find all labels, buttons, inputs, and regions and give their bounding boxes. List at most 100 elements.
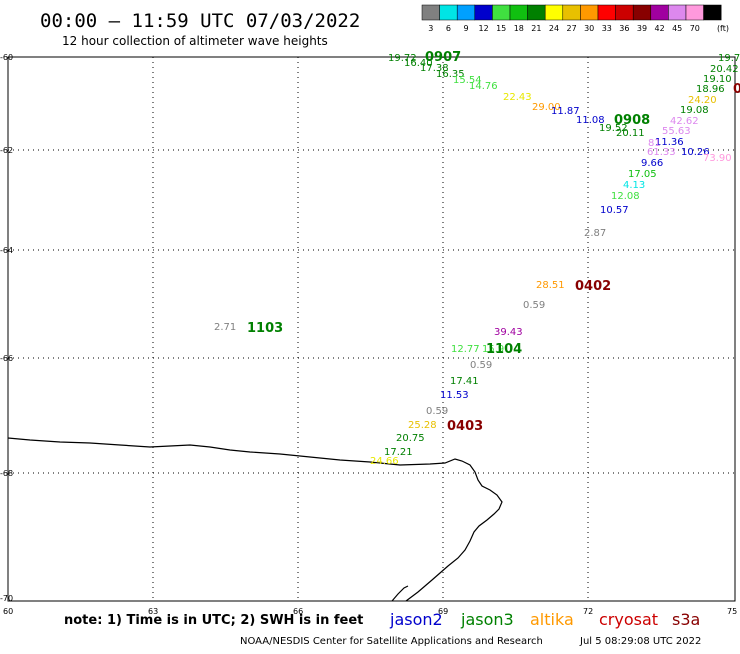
- wave-height-value: 2.87: [584, 228, 606, 239]
- scale-label: 42: [655, 24, 665, 33]
- wave-height-value: 10.26: [681, 147, 710, 158]
- scale-swatch: [421, 4, 440, 21]
- wave-height-value: 14.76: [469, 81, 498, 92]
- scale-label: 18: [514, 24, 524, 33]
- scale-label: 3: [428, 24, 433, 33]
- scale-label: 24: [549, 24, 559, 33]
- wave-height-value: 28.51: [536, 280, 565, 291]
- wave-height-value: 11.87: [551, 106, 580, 117]
- wave-height-value: 19.10: [703, 74, 732, 85]
- wave-height-value: 4.13: [623, 180, 645, 191]
- lat-label: -62: [0, 146, 13, 155]
- track-time-marker: 0403: [447, 419, 483, 434]
- wave-height-value: 55.63: [662, 126, 691, 137]
- wave-height-value: 10.57: [600, 205, 629, 216]
- satellite-name: jason2: [389, 610, 443, 629]
- scale-swatch: [474, 4, 493, 21]
- footer-credit: NOAA/NESDIS Center for Satellite Applica…: [240, 636, 543, 647]
- wave-height-value: 22.43: [503, 92, 532, 103]
- track-time-marker: 0402: [575, 279, 611, 294]
- scale-swatch: [580, 4, 599, 21]
- scale-swatch: [544, 4, 564, 21]
- scale-swatch: [597, 4, 616, 21]
- wave-height-value: 19.7: [718, 53, 740, 64]
- wave-height-value: 24.66: [370, 456, 399, 467]
- track-time-labels: 0907 0908 0 0402 1103 1104 0403: [247, 50, 740, 434]
- scale-swatch: [615, 4, 634, 21]
- color-scale: 3 6 9 12 15 18 21 24 27 30 33 36 39 42 45 70 (ft): [421, 4, 729, 33]
- track-time-marker: 0907: [425, 50, 461, 65]
- wave-height-value: 73.90: [703, 153, 732, 164]
- lat-axis-labels: -60 -62 -64 -66 -68 -70: [0, 53, 13, 603]
- scale-label: 15: [496, 24, 506, 33]
- wave-height-value: 11.08: [576, 115, 605, 126]
- wave-height-value: 15.9: [482, 344, 504, 355]
- satellite-legend: jason2 jason3 altika cryosat s3a: [389, 610, 700, 629]
- lat-label: -64: [0, 246, 13, 255]
- wave-height-value: 12.77: [451, 344, 480, 355]
- scale-swatch: [562, 4, 581, 21]
- graticule: [8, 57, 735, 600]
- lat-label: -70: [0, 594, 13, 603]
- lat-label: -66: [0, 354, 13, 363]
- scale-swatch: [439, 4, 458, 21]
- scale-swatch: [703, 4, 722, 21]
- wave-height-value: 19.52: [599, 123, 628, 134]
- wave-height-value: 0.59: [470, 360, 492, 371]
- footer-note: note: 1) Time is in UTC; 2) SWH is in fe…: [64, 613, 363, 628]
- scale-label: 12: [479, 24, 489, 33]
- wave-height-value: 11.36: [655, 137, 684, 148]
- satellite-name: cryosat: [599, 610, 658, 629]
- lon-label: 75: [727, 607, 737, 616]
- wave-height-value: 17.21: [384, 447, 413, 458]
- scale-label: 39: [637, 24, 647, 33]
- lon-label: 72: [583, 607, 593, 616]
- scale-label: 21: [531, 24, 541, 33]
- wave-height-value: 16.40: [404, 58, 433, 69]
- scale-label: 45: [672, 24, 682, 33]
- scale-swatch: [492, 4, 511, 21]
- lon-label: 66: [293, 607, 303, 616]
- wave-height-value: 39.43: [494, 327, 523, 338]
- map-subtitle: 12 hour collection of altimeter wave hei…: [62, 34, 328, 48]
- scale-label: 9: [463, 24, 468, 33]
- map-title: 00:00 – 11:59 UTC 07/03/2022: [40, 10, 360, 32]
- footer-timestamp: Jul 5 08:29:08 UTC 2022: [579, 636, 701, 647]
- wave-height-value: 15.54: [453, 75, 482, 86]
- coastline-fragment: [391, 585, 409, 602]
- wave-height-value: 29.00: [532, 102, 561, 113]
- track-time-marker: 0908: [614, 113, 650, 128]
- wave-height-value: 9.66: [641, 158, 663, 169]
- lat-label: -68: [0, 469, 13, 478]
- lon-axis-labels: 60 63 66 69 72 75: [3, 607, 737, 616]
- wave-height-value: 19.72: [388, 53, 417, 64]
- scale-label: 33: [602, 24, 612, 33]
- wave-height-value: 11.53: [440, 390, 469, 401]
- scale-label: 6: [446, 24, 451, 33]
- wave-height-value: 2.71: [214, 322, 236, 333]
- wave-height-value: 17.41: [450, 376, 479, 387]
- scale-swatch: [668, 4, 687, 21]
- wave-height-value: 20.42: [710, 64, 739, 75]
- scale-label: 27: [567, 24, 577, 33]
- track-time-marker: 1104: [486, 342, 522, 357]
- wave-height-value: 18.96: [696, 84, 725, 95]
- scale-swatch: [650, 4, 669, 21]
- lon-label: 69: [438, 607, 448, 616]
- scale-label: 36: [619, 24, 629, 33]
- wave-height-value: 20.75: [396, 433, 425, 444]
- wave-height-value: 17.38: [420, 63, 449, 74]
- lon-label: 60: [3, 607, 13, 616]
- scale-swatch: [456, 4, 476, 21]
- satellite-name: s3a: [672, 610, 700, 629]
- wave-height-value: 0.59: [523, 300, 545, 311]
- satellite-name: altika: [530, 610, 574, 629]
- scale-label: 70: [690, 24, 700, 33]
- wave-height-value: 42.62: [670, 116, 699, 127]
- wave-height-value: 81: [648, 138, 661, 149]
- scale-swatch: [527, 4, 546, 21]
- wave-height-value: 20.11: [616, 128, 645, 139]
